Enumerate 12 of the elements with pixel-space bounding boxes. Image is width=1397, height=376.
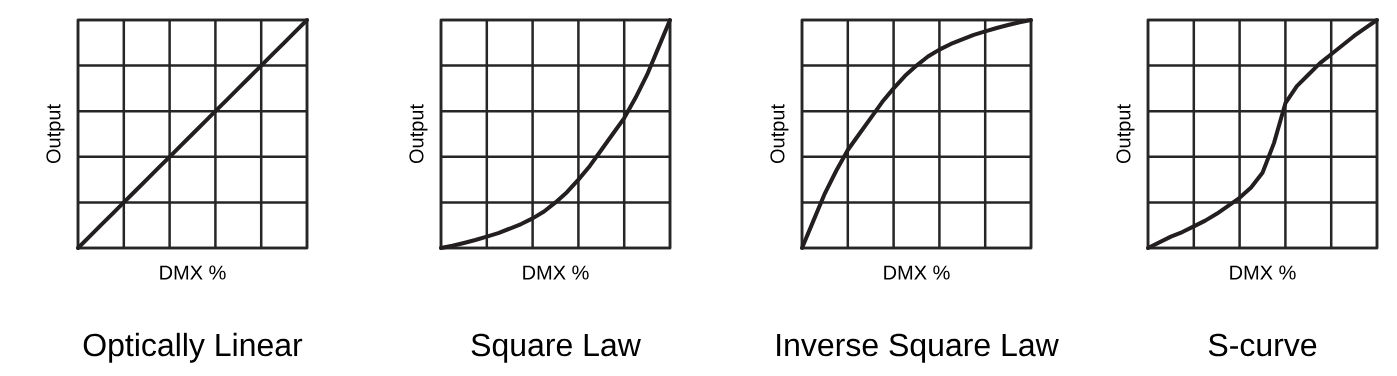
text: S-curve [1208,333,1317,357]
x-axis-title: DMX % [523,265,589,280]
text: Optically Linear [83,332,303,363]
text: Inverse Square Law [777,333,1059,363]
x-axis-title: DMX % [1230,265,1296,280]
text: Square Law [471,333,641,363]
x-axis-title: DMX % [160,265,226,280]
y-axis-title: Output [1116,104,1135,164]
x-axis-title: DMX % [884,265,950,280]
y-axis-title: Output [770,104,789,164]
y-axis-title: Output [46,104,65,164]
y-axis-title: Output [409,104,428,164]
